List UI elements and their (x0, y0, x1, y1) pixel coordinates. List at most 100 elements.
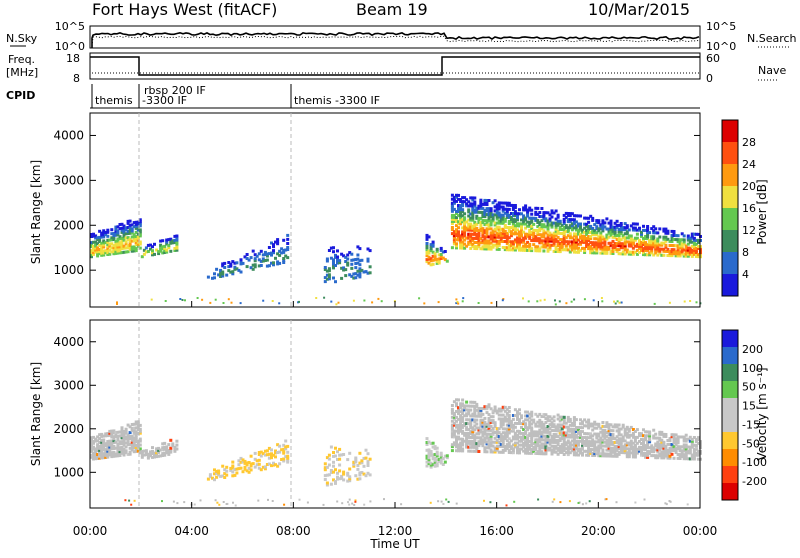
vel-cell (615, 447, 619, 450)
vel-cell (670, 452, 674, 456)
power-cell (554, 225, 558, 229)
power-cell (469, 204, 473, 208)
power-cell (674, 244, 678, 248)
power-cell (491, 229, 495, 233)
power-cell (603, 221, 607, 225)
power-cell (690, 248, 694, 252)
vel-cell (110, 447, 114, 451)
vel-cell (100, 446, 104, 450)
power-cell (552, 239, 556, 243)
power-cell (327, 249, 331, 252)
power-cell (465, 220, 469, 224)
power-cell (499, 219, 503, 223)
power-cell (146, 250, 150, 253)
power-cell (461, 204, 465, 208)
power-cell (686, 236, 690, 240)
vel-cell (110, 443, 114, 447)
power-cell (350, 252, 354, 256)
vel-cell (94, 439, 98, 443)
power-cell (223, 261, 227, 265)
vel-cell (674, 441, 678, 445)
power-cell (520, 240, 523, 244)
power-cell (513, 210, 517, 214)
power-cell (483, 215, 487, 219)
power-cell (621, 246, 625, 250)
vel-cell (463, 406, 467, 410)
power-cell (90, 255, 93, 259)
vel-cell (489, 421, 493, 424)
vel-cell (534, 442, 538, 446)
power-cell (368, 249, 372, 253)
vel-cell (696, 449, 700, 453)
vel-cell (509, 423, 513, 427)
vel-cell (646, 430, 650, 434)
vel-cell (450, 449, 454, 453)
power-cell (538, 237, 542, 241)
power-cell (354, 266, 358, 270)
vel-cell (621, 425, 625, 429)
power-cell (469, 212, 473, 216)
vel-cell (433, 462, 437, 466)
vel-cell (605, 421, 609, 425)
power-cell (564, 230, 568, 234)
power-cell (505, 226, 509, 229)
vel-cell (676, 456, 680, 460)
vel-cell (450, 415, 454, 419)
vel-cell (536, 430, 540, 434)
vel-cell (481, 444, 485, 448)
vel-cell (489, 448, 493, 452)
vel-cell (499, 421, 503, 425)
power-cell (642, 249, 645, 253)
vel-cell (142, 449, 146, 453)
power-cell (572, 248, 576, 252)
vel-cell (518, 443, 521, 447)
power-cell (425, 246, 429, 249)
power-cell (573, 298, 576, 301)
vel-cell (566, 439, 570, 443)
vel-cell (253, 465, 257, 469)
power-cell (680, 244, 684, 248)
vel-cell (102, 448, 106, 452)
power-cell (495, 233, 499, 237)
power-cell (429, 245, 433, 249)
power-cell (477, 206, 481, 210)
vel-cell (217, 469, 221, 473)
power-cell (619, 226, 623, 229)
vel-cell (674, 447, 678, 451)
vel-cell (323, 474, 327, 478)
power-cell (650, 239, 654, 243)
power-cell (662, 249, 666, 253)
vel-cell (100, 454, 104, 458)
power-cell (363, 299, 366, 302)
power-cell (261, 259, 265, 263)
power-cell (96, 248, 100, 252)
power-cell (572, 242, 576, 246)
power-cell (599, 243, 603, 247)
power-cell (516, 236, 519, 240)
vel-cell (690, 443, 694, 447)
vel-cell (572, 423, 576, 427)
vel-cell (479, 428, 483, 432)
power-cell (138, 224, 142, 228)
power-cell (587, 216, 591, 220)
vel-cell (550, 452, 554, 456)
vel-cell (522, 435, 526, 439)
vel-cell (427, 454, 431, 458)
vel-cell (455, 439, 458, 443)
power-cell (286, 246, 290, 249)
power-cell (163, 246, 167, 250)
power-cell (219, 275, 223, 278)
vel-cell (629, 443, 633, 447)
vel-cell (124, 431, 128, 435)
power-cell (259, 264, 263, 267)
power-cell (106, 246, 110, 250)
vel-cell (530, 444, 534, 447)
vel-cell (122, 439, 126, 443)
vel-cell (540, 442, 544, 446)
power-cell (609, 227, 613, 231)
vel-cell (554, 435, 558, 439)
vel-cell (435, 446, 439, 450)
vel-cell (499, 444, 503, 448)
power-cell (615, 234, 619, 237)
power-cell (450, 193, 454, 197)
